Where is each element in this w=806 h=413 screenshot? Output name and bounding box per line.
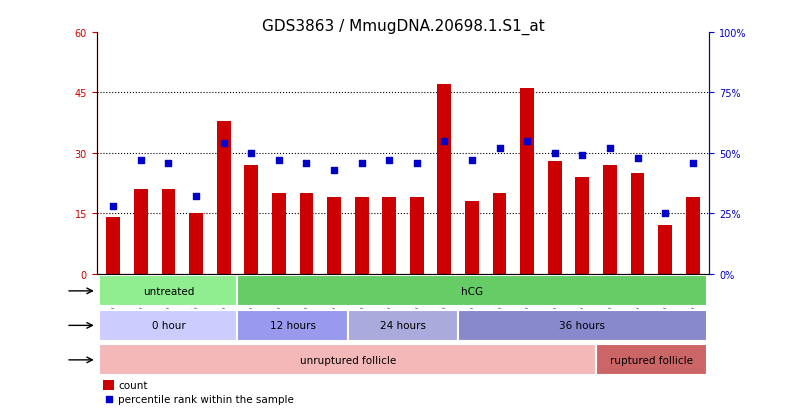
Text: hCG: hCG: [461, 286, 483, 296]
Point: [631, 155, 644, 161]
FancyBboxPatch shape: [348, 310, 458, 341]
Bar: [217, 121, 231, 274]
Point: [466, 157, 479, 164]
Text: 0 hour: 0 hour: [152, 320, 185, 330]
Bar: [686, 198, 700, 274]
Bar: [492, 194, 506, 274]
Text: GDS3863 / MmugDNA.20698.1.S1_at: GDS3863 / MmugDNA.20698.1.S1_at: [262, 19, 544, 35]
Point: [189, 194, 202, 200]
Point: [604, 145, 617, 152]
Point: [383, 157, 396, 164]
FancyBboxPatch shape: [99, 275, 238, 306]
Bar: [465, 202, 479, 274]
Text: 36 hours: 36 hours: [559, 320, 605, 330]
Point: [272, 157, 285, 164]
Bar: [659, 226, 672, 274]
Point: [686, 160, 699, 166]
Point: [410, 160, 423, 166]
Bar: [300, 194, 314, 274]
FancyBboxPatch shape: [596, 344, 707, 375]
Point: [548, 150, 561, 157]
Bar: [410, 198, 424, 274]
Bar: [630, 173, 645, 274]
Point: [493, 145, 506, 152]
Bar: [327, 198, 341, 274]
Bar: [438, 85, 451, 274]
Bar: [548, 161, 562, 274]
Bar: [244, 166, 258, 274]
FancyBboxPatch shape: [99, 310, 238, 341]
Point: [135, 157, 147, 164]
Bar: [134, 190, 147, 274]
Bar: [575, 178, 589, 274]
FancyBboxPatch shape: [238, 310, 348, 341]
Point: [245, 150, 258, 157]
Point: [217, 140, 230, 147]
Bar: [520, 89, 534, 274]
Point: [355, 160, 368, 166]
Text: 24 hours: 24 hours: [380, 320, 426, 330]
Point: [576, 152, 589, 159]
Text: percentile rank within the sample: percentile rank within the sample: [118, 394, 294, 404]
Point: [107, 203, 120, 210]
Bar: [189, 214, 203, 274]
Bar: [355, 198, 368, 274]
Text: unruptured follicle: unruptured follicle: [300, 355, 396, 365]
Bar: [382, 198, 396, 274]
Bar: [103, 380, 114, 389]
Point: [300, 160, 313, 166]
Point: [102, 396, 115, 403]
Text: 12 hours: 12 hours: [270, 320, 316, 330]
Bar: [161, 190, 176, 274]
Point: [162, 160, 175, 166]
Point: [659, 210, 671, 217]
Bar: [272, 194, 286, 274]
Point: [327, 167, 340, 173]
Text: ruptured follicle: ruptured follicle: [610, 355, 693, 365]
FancyBboxPatch shape: [99, 344, 596, 375]
Point: [438, 138, 451, 145]
Text: untreated: untreated: [143, 286, 194, 296]
Point: [521, 138, 534, 145]
FancyBboxPatch shape: [458, 310, 707, 341]
Text: count: count: [118, 380, 147, 390]
Bar: [106, 218, 120, 274]
Bar: [603, 166, 617, 274]
FancyBboxPatch shape: [238, 275, 707, 306]
